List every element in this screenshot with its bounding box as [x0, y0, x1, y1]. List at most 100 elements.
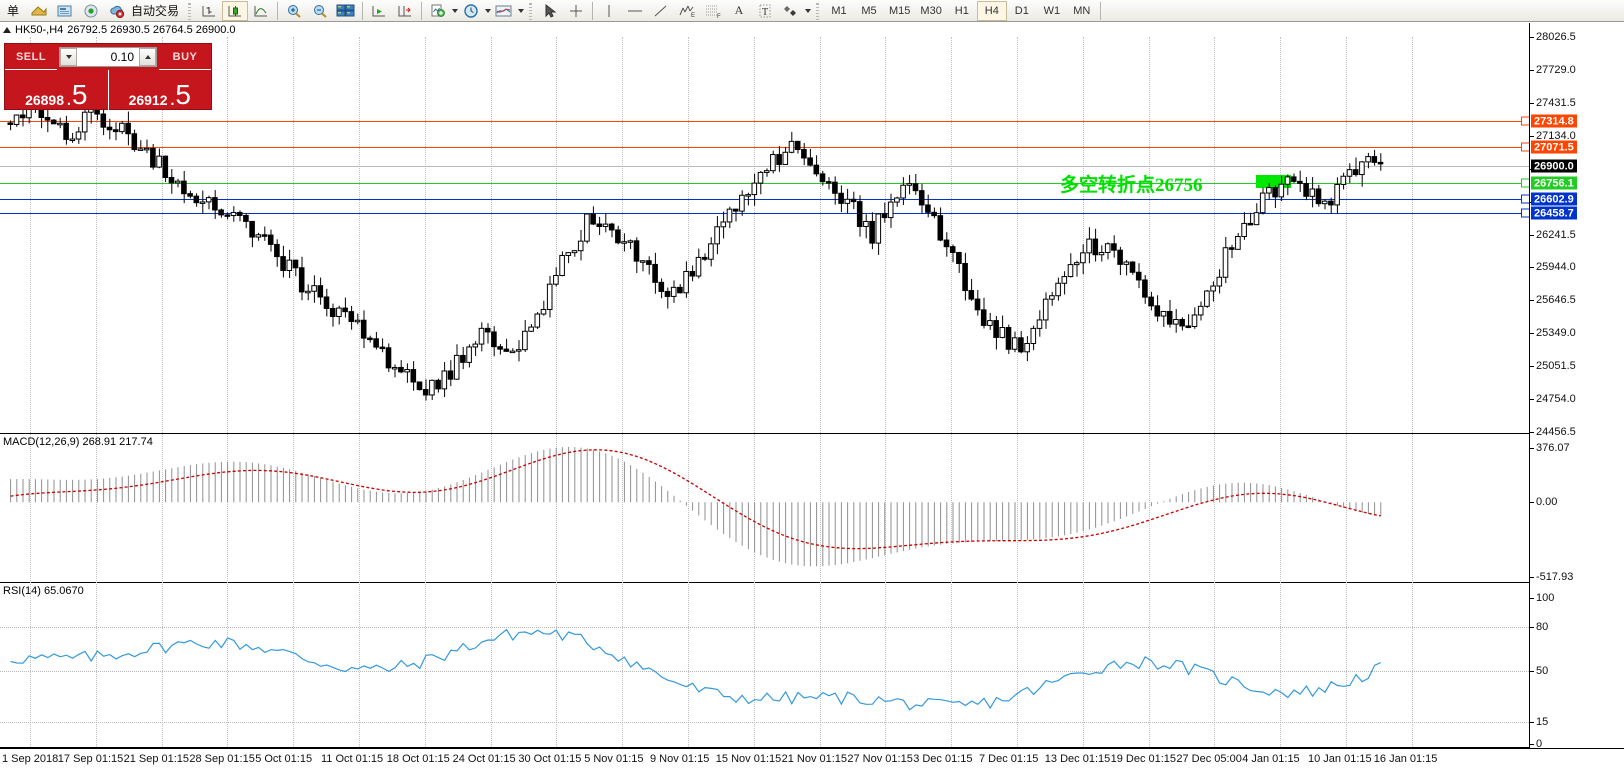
price-tag-pivot[interactable]: 26756.1 — [1531, 176, 1577, 190]
price-axis-label: 24456.5 — [1536, 426, 1576, 438]
price-tag-resistance[interactable]: 27071.5 — [1531, 140, 1577, 154]
price-axis-tick — [1530, 399, 1534, 401]
text-label-button[interactable]: T — [752, 1, 778, 21]
zoom-in-button[interactable] — [281, 1, 307, 21]
toolbar-grip-3[interactable] — [814, 1, 822, 20]
shapes-button[interactable] — [778, 1, 804, 21]
level-line-support[interactable] — [0, 199, 1521, 200]
time-axis-label: 15 Nov 01:15 — [715, 753, 782, 765]
price-axis-label: 25051.5 — [1536, 360, 1576, 373]
price-axis-label: 27729.0 — [1536, 63, 1576, 76]
time-gridline — [161, 37, 164, 747]
chart-up-arrow-icon — [3, 26, 11, 33]
price-tag-support[interactable]: 26458.7 — [1531, 206, 1577, 220]
sell-price[interactable]: 26898 . 5 — [5, 70, 109, 110]
timeframe-m1[interactable]: M1 — [831, 4, 847, 17]
volume-increase-button[interactable] — [139, 48, 156, 66]
line-chart-button[interactable] — [248, 1, 274, 21]
time-axis-label: 27 Dec 05:00 — [1176, 753, 1242, 765]
chart-shift-button[interactable] — [392, 1, 418, 21]
cursor-button[interactable] — [537, 1, 563, 21]
trendline-button[interactable] — [648, 1, 674, 21]
periods-dropdown-caret[interactable] — [485, 8, 492, 13]
indicators-button[interactable] — [425, 1, 451, 21]
templates-button[interactable] — [491, 1, 517, 21]
volume-stepper[interactable]: 0.10 — [59, 47, 157, 67]
time-gridline — [1017, 37, 1019, 747]
fibonacci-button[interactable]: F — [700, 1, 726, 21]
time-axis-label: 27 Nov 01:15 — [847, 753, 913, 765]
news-icon[interactable] — [52, 1, 78, 21]
rsi-axis-label: 50 — [1536, 665, 1549, 677]
tile-windows-button[interactable] — [333, 1, 359, 21]
rsi-axis-tick — [1530, 598, 1534, 599]
zoom-out-button[interactable] — [307, 1, 333, 21]
autotrading-icon[interactable] — [104, 1, 130, 21]
timeframe-d1[interactable]: D1 — [1014, 4, 1029, 17]
toolbar-grip-1[interactable] — [186, 1, 194, 20]
volume-decrease-button[interactable] — [60, 48, 77, 66]
crosshair-button[interactable] — [563, 1, 589, 21]
price-axis-tick — [1530, 102, 1534, 104]
time-gridline — [95, 37, 98, 747]
level-line-resistance[interactable] — [0, 121, 1521, 122]
macd-axis-label: 376.07 — [1536, 442, 1570, 454]
signals-icon[interactable] — [78, 1, 104, 21]
price-axis-tick — [1530, 333, 1534, 335]
candlestick-series — [7, 96, 1384, 401]
time-axis-label: 10 Jan 01:15 — [1308, 753, 1372, 765]
volume-value[interactable]: 0.10 — [110, 50, 134, 64]
price-axis[interactable]: 28026.5 27729.0 27431.5 27134.0 26241.5 25944… — [1529, 23, 1624, 750]
level-line-last-price[interactable] — [0, 166, 1529, 167]
time-gridline — [293, 37, 295, 747]
price-tag-last-price[interactable]: 26900.0 — [1531, 159, 1577, 173]
level-line-resistance[interactable] — [0, 147, 1521, 148]
candlestick-chart-button[interactable] — [222, 0, 249, 21]
bar-chart-button[interactable] — [196, 1, 222, 21]
macd-axis-label: -517.93 — [1536, 571, 1574, 583]
timeframe-h1[interactable]: H1 — [954, 4, 969, 17]
rsi-axis-tick — [1530, 722, 1534, 724]
price-tag-resistance[interactable]: 27314.8 — [1531, 114, 1577, 128]
elliott-wave-button[interactable]: E — [674, 1, 700, 21]
price-axis-label: 27134.0 — [1536, 129, 1576, 142]
level-line-support[interactable] — [0, 213, 1521, 214]
indicators-dropdown-caret[interactable] — [452, 8, 459, 13]
rsi-axis-label: 15 — [1536, 716, 1549, 729]
time-axis-label: 30 Oct 01:15 — [518, 753, 582, 765]
vertical-line-button[interactable] — [596, 1, 622, 21]
time-gridline — [753, 37, 756, 747]
rsi-axis-tick — [1530, 627, 1534, 629]
price-axis-label: 24754.0 — [1536, 393, 1576, 406]
timeframe-m30[interactable]: M30 — [920, 4, 942, 17]
toolbar-grip-2[interactable] — [527, 1, 535, 20]
timeframe-mn[interactable]: MN — [1073, 4, 1091, 17]
time-axis-label: 5 Oct 01:15 — [255, 753, 313, 765]
bars-icon[interactable] — [26, 1, 52, 21]
new-order-icon[interactable]: 单 — [0, 1, 26, 21]
price-axis-tick — [1530, 300, 1534, 302]
buy-button[interactable]: BUY — [159, 44, 211, 70]
macd-indicator-label: MACD(12,26,9) 268.91 217.74 — [3, 436, 153, 448]
time-axis[interactable]: 1 Sep 2018 17 Sep 01:15 21 Sep 01:15 28 Sep… — [0, 748, 1624, 771]
pane-separator-1 — [0, 433, 1529, 434]
periods-button[interactable] — [458, 1, 484, 21]
time-axis-label: 16 Jan 01:15 — [1373, 753, 1438, 765]
auto-scroll-button[interactable] — [366, 1, 392, 21]
horizontal-line-button[interactable] — [622, 1, 648, 21]
timeframe-w1[interactable]: W1 — [1043, 4, 1061, 17]
shapes-dropdown-caret[interactable] — [805, 8, 812, 13]
timeframe-m5[interactable]: M5 — [861, 4, 877, 17]
text-button[interactable]: A — [734, 3, 744, 17]
time-axis-label: 9 Nov 01:15 — [650, 753, 710, 765]
timeframe-h4[interactable]: H4 — [976, 0, 1007, 21]
templates-dropdown-caret[interactable] — [518, 8, 525, 13]
sell-button[interactable]: SELL — [5, 44, 57, 70]
timeframe-m15[interactable]: M15 — [889, 4, 911, 17]
price-tag-support[interactable]: 26602.9 — [1531, 192, 1577, 206]
time-axis-label: 21 Nov 01:15 — [781, 753, 848, 765]
trade-panel-prices: 26898 . 5 26912 . 5 — [5, 70, 211, 110]
buy-price[interactable]: 26912 . 5 — [109, 70, 212, 110]
one-click-trading-panel[interactable]: SELL 0.10 BUY 26898 . 5 26912 . 5 — [4, 43, 212, 110]
